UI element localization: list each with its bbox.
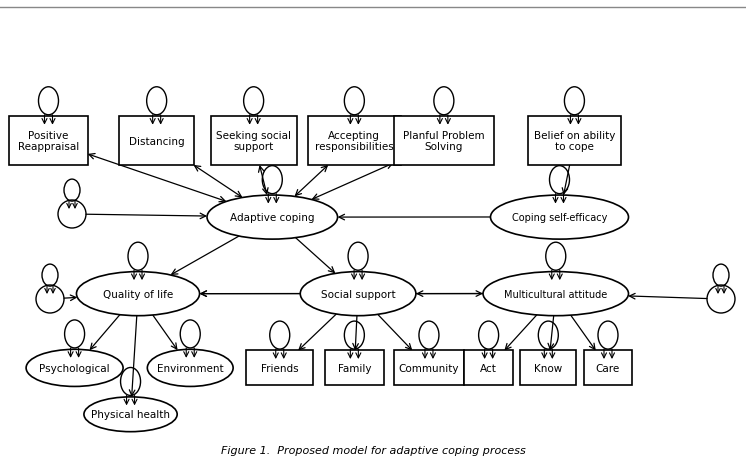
Text: Psychological: Psychological bbox=[40, 363, 110, 373]
Text: Adaptive coping: Adaptive coping bbox=[230, 213, 315, 223]
Text: Seeking social
support: Seeking social support bbox=[216, 131, 291, 152]
FancyBboxPatch shape bbox=[394, 117, 495, 165]
Text: Figure 1.  Proposed model for adaptive coping process: Figure 1. Proposed model for adaptive co… bbox=[221, 445, 525, 455]
FancyBboxPatch shape bbox=[464, 351, 513, 385]
Text: Act: Act bbox=[480, 363, 497, 373]
Ellipse shape bbox=[207, 195, 338, 239]
Ellipse shape bbox=[26, 350, 123, 387]
Ellipse shape bbox=[76, 272, 200, 316]
Ellipse shape bbox=[483, 272, 628, 316]
Text: Positive
Reappraisal: Positive Reappraisal bbox=[18, 131, 79, 152]
Text: Planful Problem
Solving: Planful Problem Solving bbox=[403, 131, 485, 152]
Text: Accepting
responsibilities: Accepting responsibilities bbox=[315, 131, 394, 152]
FancyBboxPatch shape bbox=[307, 117, 401, 165]
Text: Quality of life: Quality of life bbox=[103, 289, 173, 299]
FancyBboxPatch shape bbox=[520, 351, 576, 385]
Text: Friends: Friends bbox=[261, 363, 298, 373]
Text: Environment: Environment bbox=[157, 363, 224, 373]
Text: Community: Community bbox=[398, 363, 460, 373]
Text: Social support: Social support bbox=[321, 289, 395, 299]
Ellipse shape bbox=[84, 397, 178, 432]
Ellipse shape bbox=[491, 195, 629, 239]
FancyBboxPatch shape bbox=[10, 117, 88, 165]
Ellipse shape bbox=[300, 272, 416, 316]
FancyBboxPatch shape bbox=[246, 351, 313, 385]
Text: Family: Family bbox=[338, 363, 371, 373]
Text: Coping self-efficacy: Coping self-efficacy bbox=[512, 213, 607, 223]
FancyBboxPatch shape bbox=[119, 117, 194, 165]
Text: Distancing: Distancing bbox=[129, 136, 184, 146]
FancyBboxPatch shape bbox=[527, 117, 621, 165]
FancyBboxPatch shape bbox=[394, 351, 464, 385]
FancyBboxPatch shape bbox=[583, 351, 633, 385]
Text: Belief on ability
to cope: Belief on ability to cope bbox=[533, 131, 615, 152]
Ellipse shape bbox=[147, 350, 233, 387]
Text: Physical health: Physical health bbox=[91, 409, 170, 419]
FancyBboxPatch shape bbox=[211, 117, 297, 165]
Text: Multicultural attitude: Multicultural attitude bbox=[504, 289, 607, 299]
FancyBboxPatch shape bbox=[325, 351, 384, 385]
Text: Care: Care bbox=[596, 363, 620, 373]
Text: Know: Know bbox=[534, 363, 562, 373]
